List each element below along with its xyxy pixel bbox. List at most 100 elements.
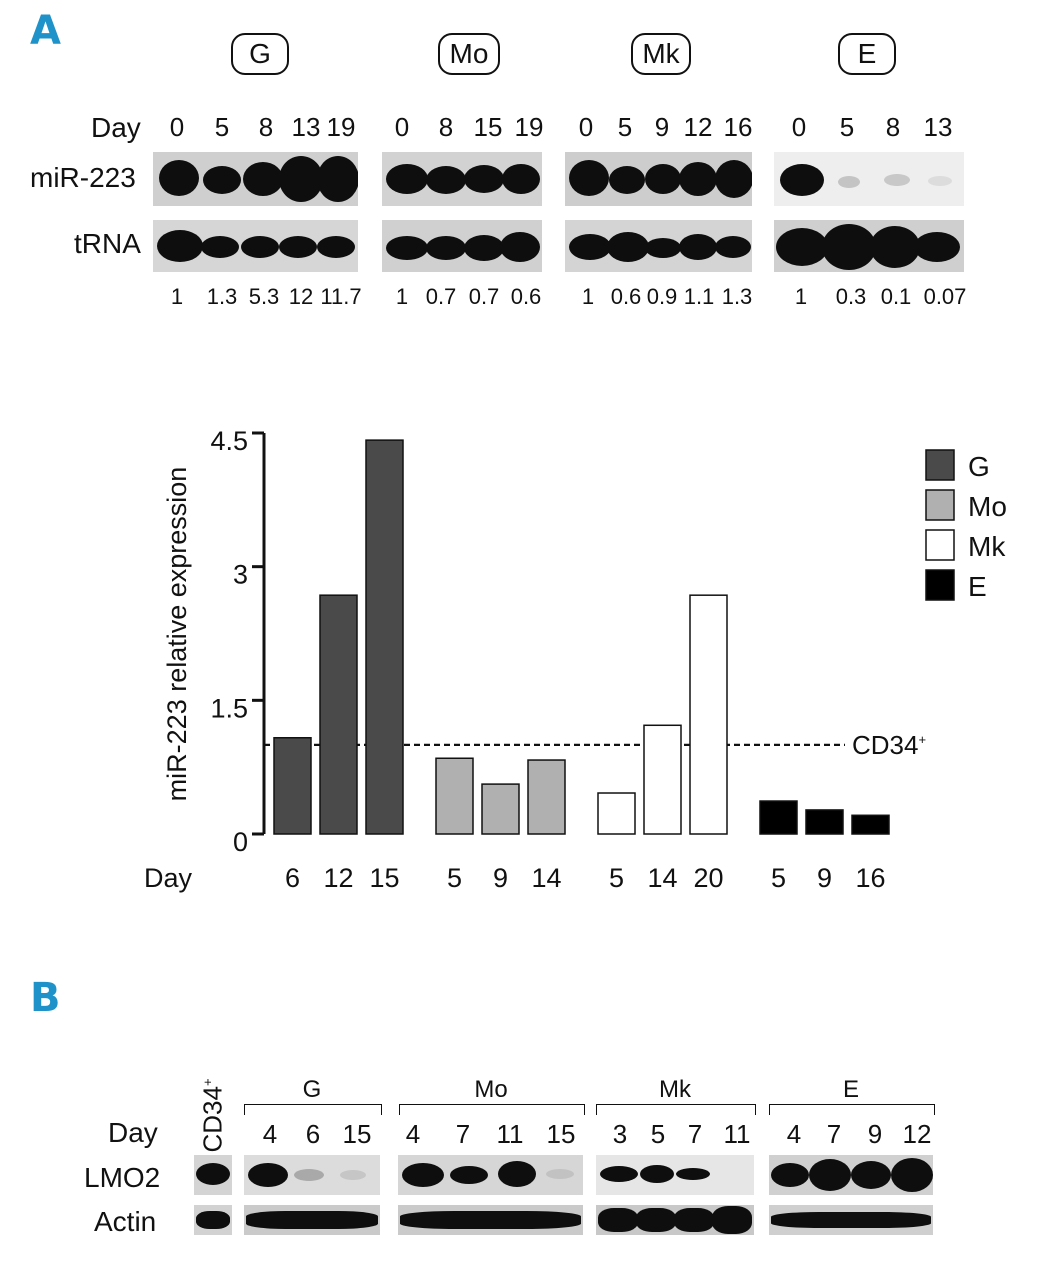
day-number: 4 [786, 1119, 802, 1149]
blot-a-trna-g [153, 220, 358, 272]
x-tick-label: 14 [647, 863, 677, 893]
legend-label: E [968, 571, 987, 602]
day-number: 11 [723, 1119, 751, 1149]
blot-b-lmo2-mk [596, 1155, 754, 1195]
day-number: 19 [514, 112, 544, 142]
ratio-value: 1.3 [206, 284, 238, 309]
reference-line-label: CD34+ [852, 730, 926, 760]
chart-legend: G Mo Mk E [925, 449, 1007, 602]
day-number: 13 [291, 112, 321, 142]
ratio-value: 0.6 [610, 284, 642, 309]
legend-label: Mo [968, 491, 1007, 522]
day-number: 15 [473, 112, 503, 142]
bracket-e [769, 1104, 935, 1115]
legend-swatch-e [925, 569, 955, 601]
ratio-value: 0.6 [510, 284, 542, 309]
chart-axes: 0 1.5 3 4.5 [210, 426, 845, 857]
group-label-g: G [302, 1076, 322, 1103]
ratio-value: 0.9 [646, 284, 678, 309]
blot-a-mir223-g [153, 152, 358, 206]
ratio-value: 0.1 [880, 284, 912, 309]
row-label-mir223: miR-223 [30, 162, 136, 193]
y-tick-label: 1.5 [210, 693, 248, 723]
y-tick-label: 3 [233, 560, 248, 590]
bar-g [365, 439, 404, 835]
day-number: 4 [405, 1119, 421, 1149]
blot-a-trna-mk [565, 220, 752, 272]
blot-b-lmo2-mo [398, 1155, 583, 1195]
chart-bars [273, 439, 890, 835]
day-number: 15 [546, 1119, 576, 1149]
blot-b-actin-g [244, 1205, 380, 1235]
ratio-value: 1 [581, 284, 595, 309]
group-pill-mk: Mk [631, 33, 691, 75]
ratio-value: 0.7 [468, 284, 500, 309]
bar-e [851, 814, 890, 835]
day-number: 5 [617, 112, 633, 142]
bar-mo [481, 783, 520, 835]
bracket-g [244, 1104, 382, 1115]
panel-b-label: B [30, 975, 61, 1021]
day-number: 19 [326, 112, 356, 142]
legend-label: Mk [968, 531, 1006, 562]
row-label-actin: Actin [94, 1206, 157, 1237]
blot-a-trna-mo [382, 220, 542, 272]
control-lane-label: CD34+ [197, 1078, 228, 1153]
bracket-mo [399, 1104, 585, 1115]
day-number: 12 [683, 112, 713, 142]
blot-a-day-label: Day [91, 112, 141, 143]
x-tick-label: 5 [447, 863, 462, 893]
day-number: 9 [867, 1119, 883, 1149]
blot-a-trna-e [774, 220, 964, 272]
day-number: 6 [305, 1119, 321, 1149]
row-label-trna: tRNA [74, 228, 141, 259]
bar-mk [597, 792, 636, 835]
day-number: 0 [578, 112, 594, 142]
bar-mo [435, 757, 474, 835]
row-label-lmo2: LMO2 [84, 1162, 161, 1193]
legend-label: G [968, 451, 990, 482]
bar-mo [527, 759, 566, 835]
bar-g [273, 737, 312, 835]
chart-y-axis-label: miR-223 relative expression [162, 467, 192, 802]
ratio-value: 0.3 [835, 284, 867, 309]
day-number: 3 [612, 1119, 628, 1149]
day-number: 0 [791, 112, 807, 142]
group-label-mk: Mk [659, 1076, 691, 1103]
ratio-value: 1 [395, 284, 409, 309]
x-tick-label: 12 [323, 863, 353, 893]
blot-a-mir223-e [774, 152, 964, 206]
day-number: 8 [258, 112, 274, 142]
bar-e [805, 809, 844, 835]
ratio-value: 5.3 [248, 284, 280, 309]
blot-a-mir223-mo [382, 152, 542, 206]
bar-mk [689, 594, 728, 835]
day-number: 8 [885, 112, 901, 142]
day-number: 15 [342, 1119, 372, 1149]
bar-chart: 0 1.5 3 4.5 6 12 15 5 9 14 5 14 20 5 9 16 G Mo Mk E miR-2… [144, 426, 1007, 893]
bar-mk [643, 724, 682, 835]
ratio-value: 1.3 [721, 284, 753, 309]
blot-b-actin-mo [398, 1205, 583, 1235]
group-pill-g: G [231, 33, 289, 75]
x-tick-label: 15 [369, 863, 399, 893]
blot-b-lmo2-e [769, 1155, 933, 1195]
x-tick-label: 20 [693, 863, 723, 893]
day-number: 5 [214, 112, 230, 142]
blot-b-actin-cd34 [194, 1205, 232, 1235]
ratio-value: 0.7 [425, 284, 457, 309]
bar-g [319, 594, 358, 835]
day-number: 4 [262, 1119, 278, 1149]
ratio-value: 0.07 [923, 284, 967, 309]
x-tick-label: 14 [531, 863, 561, 893]
y-tick-label: 0 [233, 827, 248, 857]
day-number: 12 [902, 1119, 932, 1149]
day-number: 16 [723, 112, 753, 142]
day-number: 5 [839, 112, 855, 142]
x-tick-label: 5 [609, 863, 624, 893]
ratio-value: 1 [170, 284, 184, 309]
bracket-mk [596, 1104, 756, 1115]
x-tick-label: 6 [285, 863, 300, 893]
day-number: 5 [650, 1119, 666, 1149]
blot-b-lmo2-g [244, 1155, 380, 1195]
